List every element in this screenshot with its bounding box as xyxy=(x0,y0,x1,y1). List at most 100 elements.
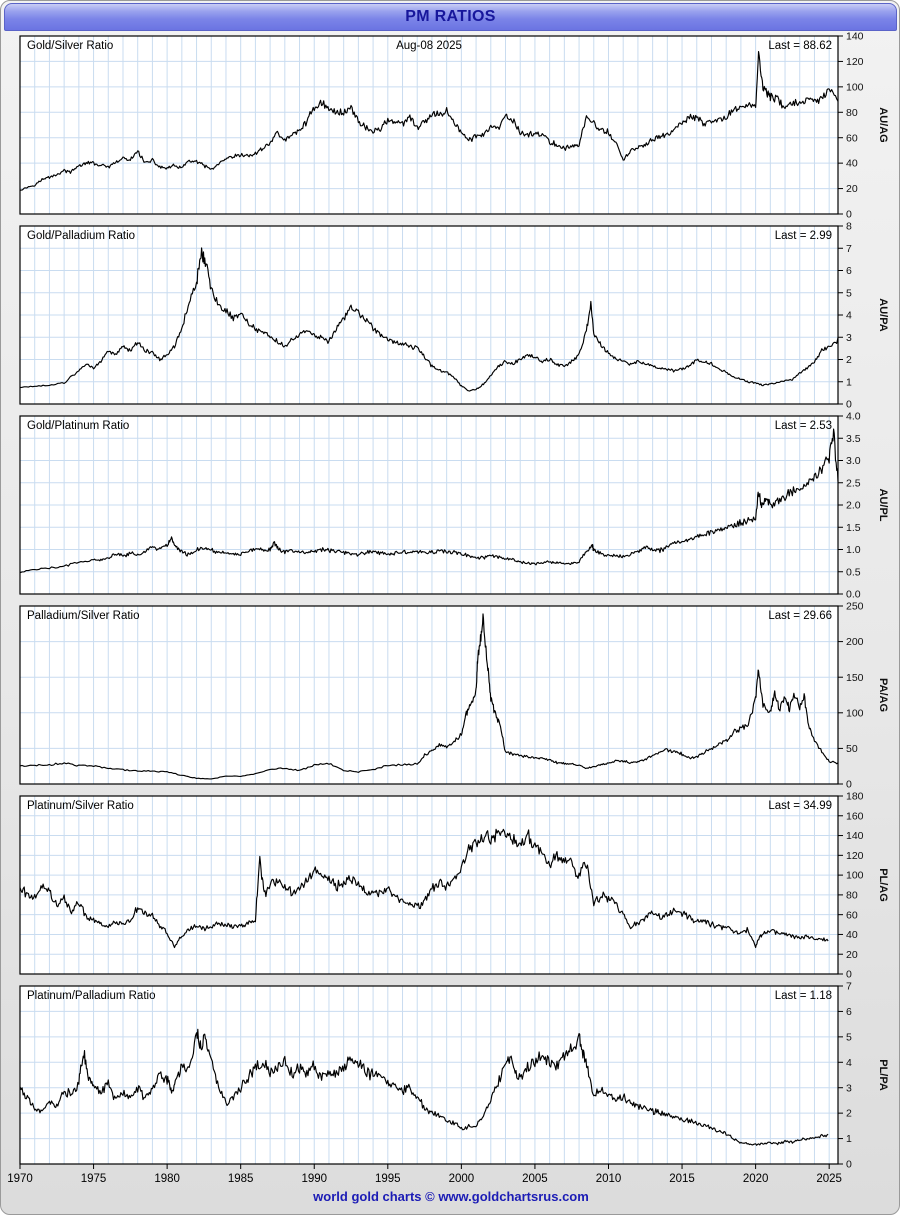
y-axis-tick-label: 2 xyxy=(846,1108,852,1120)
y-axis-tick-label: 250 xyxy=(846,601,864,613)
series-line xyxy=(19,428,839,574)
y-axis-tick-label: 1.0 xyxy=(846,544,861,556)
y-axis-name: PL/PA xyxy=(877,1059,889,1091)
y-axis-tick-label: 50 xyxy=(846,743,858,755)
y-axis-tick-label: 20 xyxy=(846,949,858,961)
plot-frame xyxy=(19,415,839,595)
y-axis-tick-label: 140 xyxy=(846,830,864,842)
y-axis-tick-label: 4 xyxy=(846,310,852,322)
y-axis-tick-label: 1 xyxy=(846,376,852,388)
y-axis-tick-label: 5 xyxy=(846,1031,852,1043)
panel-last-value: Last = 88.62 xyxy=(768,40,832,52)
y-axis-tick-label: 2.5 xyxy=(846,477,861,489)
x-axis-tick-label: 1995 xyxy=(375,1173,401,1185)
x-axis-tick-label: 2015 xyxy=(669,1173,695,1185)
y-axis-name: AU/PL xyxy=(877,489,889,522)
y-axis-tick-label: 0 xyxy=(846,209,852,221)
x-axis-tick-label: 2020 xyxy=(743,1173,769,1185)
plot-frame xyxy=(19,605,839,785)
chart-date: Aug-08 2025 xyxy=(396,40,462,52)
y-axis-name: AU/AG xyxy=(877,107,889,142)
y-axis-tick-label: 1 xyxy=(846,1133,852,1145)
charts-container: 0 20 40 60 80 100 120 140 AU/AG Gold/Silver Ratio… xyxy=(1,31,900,1191)
y-axis-tick-label: 80 xyxy=(846,889,858,901)
x-axis-tick-label: 1980 xyxy=(154,1173,180,1185)
plot-frame xyxy=(19,225,839,405)
y-axis-tick-label: 100 xyxy=(846,870,864,882)
window-title: PM RATIOS xyxy=(405,8,496,25)
y-axis-tick-label: 180 xyxy=(846,791,864,803)
x-axis-tick-label: 1985 xyxy=(228,1173,254,1185)
y-axis-tick-label: 3 xyxy=(846,332,852,344)
y-axis-tick-label: 140 xyxy=(846,31,864,43)
y-axis-tick-label: 3.0 xyxy=(846,455,861,467)
footer: world gold charts © www.goldchartsrus.co… xyxy=(1,1188,900,1206)
series-line xyxy=(19,50,839,191)
y-axis-tick-label: 0 xyxy=(846,1159,852,1171)
x-axis-tick-label: 2010 xyxy=(596,1173,622,1185)
y-axis-tick-label: 6 xyxy=(846,1006,852,1018)
y-axis-tick-label: 1.5 xyxy=(846,522,861,534)
y-axis-tick-label: 0.0 xyxy=(846,589,861,601)
panel-title: Gold/Platinum Ratio xyxy=(27,420,129,432)
footer-credit: world gold charts © www.goldchartsrus.co… xyxy=(313,1189,589,1204)
chart-panel: 0 50 100 150 200 250 PA/AG Palladium/Silver Rat… xyxy=(19,601,889,791)
y-axis-tick-label: 80 xyxy=(846,107,858,119)
series-line xyxy=(19,828,829,949)
y-axis-tick-label: 60 xyxy=(846,132,858,144)
plot-frame xyxy=(19,795,839,975)
plot-frame xyxy=(19,35,839,215)
x-axis-tick-label: 2025 xyxy=(816,1173,842,1185)
y-axis-tick-label: 120 xyxy=(846,56,864,68)
panel-title: Gold/Silver Ratio xyxy=(27,40,113,52)
panel-last-value: Last = 2.99 xyxy=(775,230,832,242)
chart-panel: 0 20 40 60 80 100 120 140 160 180 PL/AG Platinum/Si… xyxy=(19,791,889,981)
x-axis-tick-label: 2005 xyxy=(522,1173,548,1185)
y-axis-tick-label: 0 xyxy=(846,969,852,981)
x-axis-tick-label: 1990 xyxy=(301,1173,327,1185)
y-axis-tick-label: 2.0 xyxy=(846,500,861,512)
x-axis-tick-label: 1975 xyxy=(81,1173,107,1185)
y-axis-name: PA/AG xyxy=(877,678,889,712)
chart-panel: 0 20 40 60 80 100 120 140 AU/AG Gold/Silver Ratio… xyxy=(19,31,889,221)
series-line xyxy=(19,613,839,780)
panel-title: Gold/Palladium Ratio xyxy=(27,230,135,242)
y-axis-tick-label: 160 xyxy=(846,810,864,822)
panel-title: Platinum/Palladium Ratio xyxy=(27,990,155,1002)
y-axis-tick-label: 3 xyxy=(846,1082,852,1094)
y-axis-name: AU/PA xyxy=(877,298,889,331)
series-line xyxy=(19,1028,829,1146)
chart-panel: 0 1 2 3 4 5 6 7 PL/PA Platinum/Palladium Ratio Las… xyxy=(7,981,889,1185)
y-axis-tick-label: 40 xyxy=(846,929,858,941)
plot-background xyxy=(20,36,838,214)
y-axis-tick-label: 100 xyxy=(846,81,864,93)
panel-last-value: Last = 1.18 xyxy=(775,990,832,1002)
y-axis-tick-label: 100 xyxy=(846,707,864,719)
y-axis-tick-label: 4 xyxy=(846,1057,852,1069)
y-axis-tick-label: 3.5 xyxy=(846,433,861,445)
x-axis-tick-label: 2000 xyxy=(449,1173,475,1185)
series-line xyxy=(19,247,839,392)
y-axis-tick-label: 40 xyxy=(846,158,858,170)
y-axis-tick-label: 20 xyxy=(846,183,858,195)
y-axis-tick-label: 0.5 xyxy=(846,566,861,578)
y-axis-tick-label: 2 xyxy=(846,354,852,366)
panel-title: Platinum/Silver Ratio xyxy=(27,800,134,812)
chart-panel: 0 1 2 3 4 5 6 7 8 AU/PA Gold/Palladium Ratio Last =… xyxy=(19,221,889,411)
y-axis-tick-label: 150 xyxy=(846,672,864,684)
chart-panel: 0.0 0.5 1.0 1.5 2.0 2.5 3.0 3.5 4.0 AU/PL Gold/Pla… xyxy=(19,411,889,601)
y-axis-tick-label: 5 xyxy=(846,287,852,299)
panel-last-value: Last = 34.99 xyxy=(768,800,832,812)
x-axis-tick-label: 1970 xyxy=(7,1173,33,1185)
panel-title: Palladium/Silver Ratio xyxy=(27,610,140,622)
y-axis-tick-label: 0 xyxy=(846,779,852,791)
y-axis-tick-label: 7 xyxy=(846,243,852,255)
window-title-bar: PM RATIOS xyxy=(4,3,897,31)
y-axis-tick-label: 200 xyxy=(846,636,864,648)
plot-frame xyxy=(19,985,839,1165)
plot-background xyxy=(20,986,838,1164)
plot-background xyxy=(20,606,838,784)
panel-last-value: Last = 2.53 xyxy=(775,420,832,432)
